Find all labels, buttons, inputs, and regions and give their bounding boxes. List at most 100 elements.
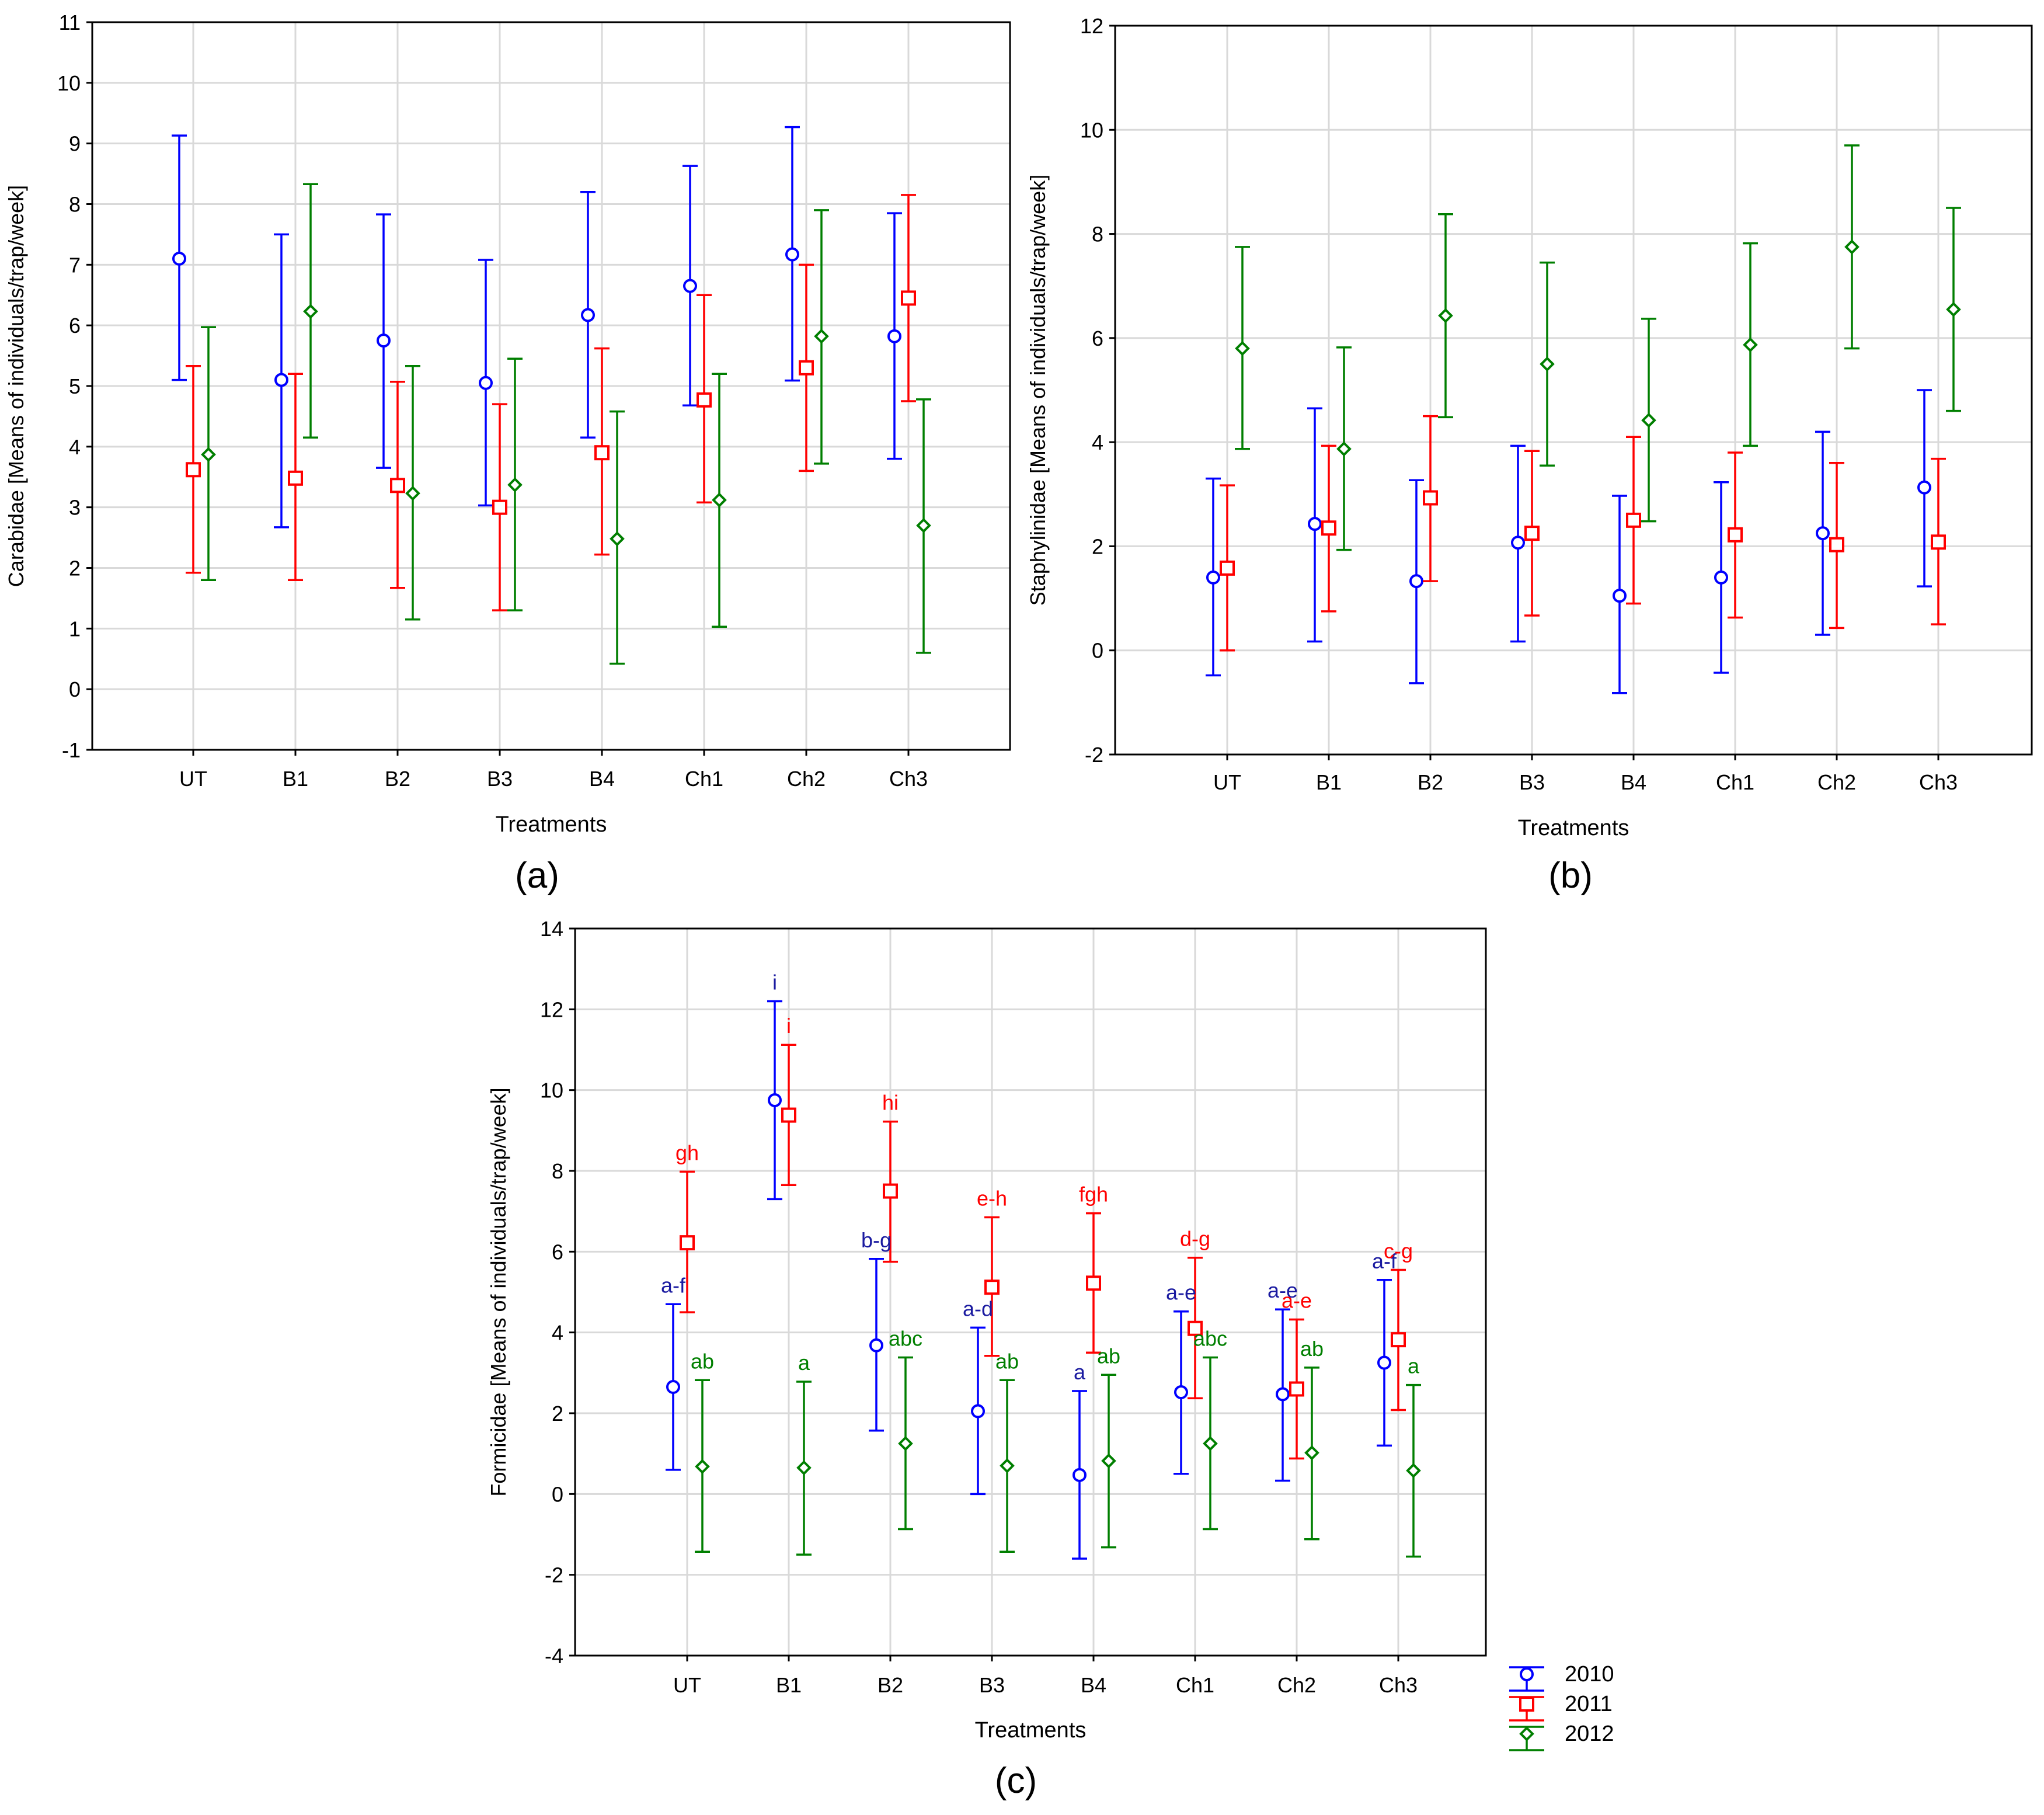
y-tick-label-a: 5 <box>69 374 81 398</box>
marker-a-2010-Ch3 <box>887 329 901 343</box>
x-tick-label-b: Ch2 <box>1817 770 1856 794</box>
marker-a-2011-B3 <box>492 499 507 515</box>
legend-item-2012: 2012 <box>1509 1722 1614 1751</box>
significance-letter-2012-Ch2: ab <box>1300 1337 1324 1361</box>
marker-c-2011-Ch3 <box>1391 1332 1406 1348</box>
marker-c-2012-Ch3 <box>1406 1463 1421 1479</box>
y-tick-label-b: 10 <box>1080 118 1103 142</box>
marker-b-2010-B1 <box>1308 517 1322 531</box>
marker-c-2011-B4 <box>1086 1275 1101 1291</box>
significance-letter-2011-B1: i <box>786 1014 791 1038</box>
marker-b-2012-B4 <box>1641 412 1656 428</box>
x-tick-label-c: B3 <box>979 1673 1005 1697</box>
marker-b-2010-Ch1 <box>1714 570 1728 585</box>
marker-b-2012-Ch2 <box>1844 239 1860 255</box>
marker-a-2011-Ch2 <box>799 360 814 375</box>
marker-c-2011-Ch1 <box>1188 1320 1203 1336</box>
marker-a-2011-Ch3 <box>901 290 916 306</box>
marker-c-2010-B1 <box>768 1093 782 1107</box>
marker-c-2011-B2 <box>883 1183 898 1199</box>
legend-symbol-2012 <box>1509 1726 1544 1751</box>
y-tick-label-b: 0 <box>1092 639 1103 663</box>
marker-a-2012-Ch3 <box>916 517 931 533</box>
y-axis-label-b: Staphylinidae [Means of individuals/trap… <box>1026 175 1050 606</box>
legend-symbol-2010 <box>1509 1666 1544 1692</box>
significance-letter-2011-B3: e-h <box>977 1187 1007 1211</box>
y-tick-label-b: 12 <box>1080 14 1103 38</box>
significance-letter-2012-B4: ab <box>1097 1344 1120 1368</box>
marker-b-2011-Ch1 <box>1728 527 1743 543</box>
y-tick-label-b: 8 <box>1092 222 1103 246</box>
significance-letter-2011-Ch2: a-e <box>1282 1289 1312 1313</box>
marker-a-2012-Ch1 <box>712 492 727 508</box>
y-tick-label-a: 8 <box>69 193 81 217</box>
marker-c-2010-B2 <box>869 1338 883 1352</box>
marker-a-2011-UT <box>186 462 201 478</box>
marker-a-2010-Ch1 <box>683 279 697 293</box>
x-tick-label-a: Ch1 <box>685 767 723 791</box>
y-tick-label-b: 4 <box>1092 430 1103 454</box>
y-tick-label-a: 6 <box>69 314 81 338</box>
significance-letter-2012-Ch1: abc <box>1193 1327 1227 1351</box>
marker-c-2012-Ch2 <box>1304 1445 1319 1461</box>
significance-letter-2012-B1: a <box>798 1351 810 1375</box>
panel-label-a: (a) <box>515 856 559 896</box>
marker-b-2012-UT <box>1235 340 1250 356</box>
marker-b-2010-B3 <box>1511 536 1525 550</box>
x-tick-label-b: B4 <box>1621 770 1646 794</box>
x-tick-label-b: Ch1 <box>1716 770 1754 794</box>
marker-c-2012-B2 <box>898 1436 913 1451</box>
marker-b-2010-UT <box>1206 570 1220 585</box>
significance-letter-2011-Ch1: d-g <box>1180 1227 1210 1251</box>
y-tick-label-b: 6 <box>1092 326 1103 350</box>
x-tick-label-a: Ch2 <box>787 767 826 791</box>
x-tick-label-c: Ch2 <box>1277 1673 1316 1697</box>
marker-a-2010-B1 <box>274 373 288 387</box>
significance-letter-2012-Ch3: a <box>1408 1354 1420 1378</box>
x-tick-label-a: B2 <box>385 767 410 791</box>
x-tick-label-b: UT <box>1213 770 1241 794</box>
y-tick-label-b: -2 <box>1085 743 1103 767</box>
plot-frame-b <box>1114 25 2033 756</box>
y-tick-label-c: 6 <box>552 1240 563 1264</box>
marker-a-2010-B3 <box>479 375 493 390</box>
marker-c-2010-B3 <box>971 1404 985 1418</box>
x-tick-label-b: B2 <box>1418 770 1443 794</box>
significance-letter-2010-Ch2: a-e <box>1268 1278 1298 1302</box>
legend-item-2011: 2011 <box>1509 1692 1613 1722</box>
marker-b-2011-Ch2 <box>1829 537 1844 552</box>
y-tick-label-a: 11 <box>59 11 81 34</box>
x-tick-label-c: B2 <box>878 1673 903 1697</box>
chart-panel-a: -1 0 1 2 3 4 5 6 7 8 9 10 11 UT B1 B2 B3 B4 Ch1 Ch2 Ch3 Cara… <box>4 11 1011 896</box>
significance-letter-2010-Ch3: a-f <box>1372 1249 1397 1273</box>
legend-symbol-2011 <box>1509 1696 1544 1722</box>
marker-b-2011-B2 <box>1423 490 1438 506</box>
marker-a-2011-B2 <box>390 478 405 493</box>
x-axis-label-b: Treatments <box>1518 816 1629 840</box>
y-tick-label-a: 10 <box>57 71 81 95</box>
marker-b-2011-B1 <box>1321 520 1336 536</box>
marker-c-2010-Ch1 <box>1174 1385 1188 1400</box>
marker-c-2011-Ch2 <box>1289 1381 1304 1397</box>
marker-a-2010-UT <box>172 251 186 266</box>
x-tick-label-c: Ch1 <box>1176 1673 1214 1697</box>
x-tick-label-c: UT <box>673 1673 701 1697</box>
marker-b-2010-Ch3 <box>1917 480 1931 495</box>
y-tick-label-a: 4 <box>69 435 81 459</box>
marker-a-2011-Ch1 <box>697 392 712 408</box>
legend-label-2011: 2011 <box>1565 1692 1613 1716</box>
marker-b-2012-Ch3 <box>1946 302 1961 317</box>
plot-frame-a <box>91 21 1011 751</box>
legend-item-2010: 2010 <box>1509 1662 1614 1692</box>
significance-letter-2011-UT: gh <box>675 1141 699 1164</box>
chart-panel-b: -2 0 2 4 6 8 10 12 UT B1 B2 B3 B4 Ch1 Ch2 Ch3 Staphylin… <box>1026 14 2033 896</box>
legend-marker <box>1520 1667 1534 1681</box>
marker-c-2011-UT <box>680 1235 695 1251</box>
marker-c-2011-B1 <box>781 1107 796 1123</box>
y-axis-label-c: Formicidae [Means of individuals/trap/we… <box>486 1087 510 1496</box>
x-axis-label-a: Treatments <box>496 812 607 837</box>
x-axis-label-c: Treatments <box>975 1718 1087 1743</box>
plot-frame-c <box>574 927 1487 1657</box>
marker-a-2012-UT <box>201 447 216 463</box>
